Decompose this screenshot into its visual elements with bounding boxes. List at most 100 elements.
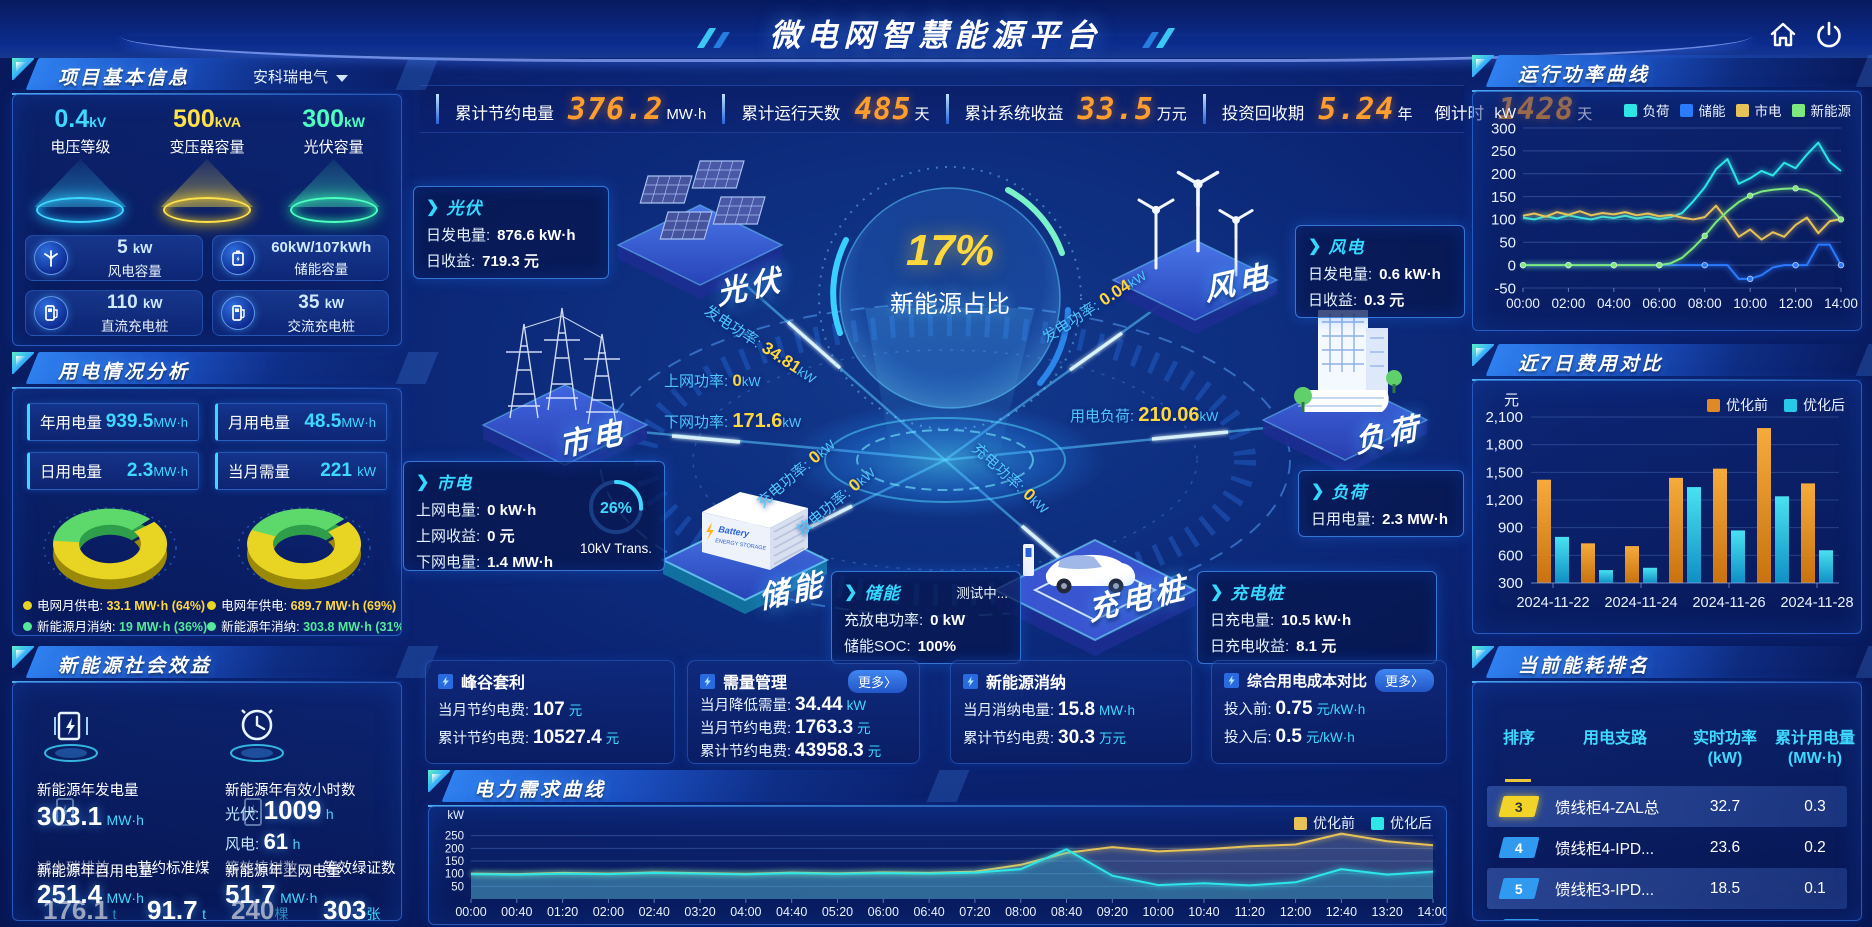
bolt-icon [700,673,715,689]
header-curve-decoration [120,36,1752,62]
svg-text:04:00: 04:00 [1597,296,1631,311]
panel-corner-icon [12,58,34,80]
dc-charger-icon [34,296,68,330]
svg-text:2024-11-24: 2024-11-24 [1604,595,1677,611]
microgrid-diagram: Battery ENERGY STORAGE [481,160,1429,656]
svg-text:10:00: 10:00 [1143,905,1174,919]
pv-info-card: ❯ 光伏 日发电量: 876.6 kW·h 日收益: 719.3 元 [413,186,609,279]
kpi-divider [722,94,726,124]
chevron-icon: ❯ [1210,583,1223,601]
wind-info-card: ❯ 风电 日发电量: 0.6 kW·h 日收益: 0.3 元 [1295,225,1465,318]
bolt-icon [963,673,978,689]
hatch-ring [634,314,1256,606]
legend-swatch-icon [1791,103,1805,117]
svg-text:04:40: 04:40 [776,905,807,919]
svg-text:1,800: 1,800 [1485,437,1523,454]
svg-text:900: 900 [1498,520,1523,537]
ranking-row[interactable]: 3 馈线柜4-ZAL总 32.7 0.3 [1487,786,1847,827]
panel-corner-icon [1472,646,1494,668]
spot-transformer-capacity: 500kVA 变压器容量 [149,105,265,223]
svg-text:02:40: 02:40 [639,905,670,919]
header-bar: 微电网智慧能源平台 [0,0,1872,62]
ranking-table: 排序 用电支路 实时功率 (kW) 累计用电量 (MW·h) 3 馈线柜4-ZAL总… [1487,729,1855,920]
legend-swatch-icon [1623,103,1637,117]
wind-turbines-icon [1137,170,1254,277]
legend-item[interactable]: 储能 [1679,100,1726,120]
more-button[interactable]: 更多〉 [847,669,907,693]
legend-item[interactable]: 新能源 [1791,100,1851,120]
svg-text:02:00: 02:00 [593,905,624,919]
rank-badge: 6 [1498,919,1540,920]
load-info-card: ❯ 负荷 日用电量: 2.3 MW·h [1298,470,1464,537]
legend-item[interactable]: 优化前 [1707,395,1768,415]
ranking-row[interactable]: 6 馈线柜6-IPD 22.7 0.1 [1487,909,1847,920]
panel-renewable-benefits: 新能源社会效益 新能源年发电量 新能源年有效小时数 303.1 MW·h 光伏:… [12,646,403,921]
more-button[interactable]: 更多〉 [1374,669,1434,692]
legend-item[interactable]: 负荷 [1623,100,1670,120]
cost-legend: 优化前 优化后 [1707,395,1845,415]
legend-item[interactable]: 优化前 [1294,813,1355,833]
renewable-share-value: 17% [905,226,995,275]
sphere-arc [830,237,849,336]
demand-legend: 优化前 优化后 [1294,813,1432,833]
dashed-ring-outer [599,303,1291,617]
donut-chart-year [237,507,371,590]
legend-swatch-icon [1371,816,1384,830]
svg-text:04:00: 04:00 [730,905,761,919]
card-dc-charger: 110 kW 直流充电桩 [25,290,203,336]
bolt-icon [438,673,453,689]
benefit-value-feed-in: 51.7 MW·h [225,879,318,909]
svg-text:00:00: 00:00 [455,905,486,919]
power-curve-chart: 300 250 200 150 100 50 0 -50 kW 00:00 02:00 04:00 06… [1491,105,1858,311]
svg-text:150: 150 [1491,189,1516,206]
chevron-icon: ❯ [1311,482,1324,500]
ranking-row[interactable]: 5 馈线柜3-IPD... 18.5 0.1 [1487,868,1847,909]
benefit-value-self-use: 251.4 MW·h [37,879,144,909]
panel-title: 项目基本信息 [58,68,191,89]
ghost-battery-icon [43,791,87,840]
kpi-divider [945,94,949,124]
benefit-label: 等效绿证数 [323,861,396,877]
spot-pv-capacity: 300kW 光伏容量 [276,105,392,223]
charger-info-card: ❯ 充电桩 日充电量: 10.5 kW·h 日充电收益: 8.1 元 [1197,571,1437,664]
benefit-label-ghost: 等效植树数 [225,861,298,877]
legend-item[interactable]: 优化后 [1371,813,1432,833]
svg-text:2024-11-26: 2024-11-26 [1692,595,1765,611]
svg-text:12:40: 12:40 [1326,905,1357,919]
svg-text:100: 100 [445,869,464,881]
ac-charger-icon [220,296,255,330]
storage-status-badge: 测试中... [956,585,1008,601]
home-icon[interactable] [1766,18,1800,52]
panel-power-curve: 运行功率曲线 负荷 储能 市电 新能源 300 250 200 150 100 50 0 -50 kW… [1472,55,1863,331]
kpi-divider [436,94,439,124]
kpi-countdown: 倒计时1428天 [1434,92,1593,127]
benefit-value-pv-hours: 光伏: 1009 h [225,795,334,825]
svg-text:150: 150 [445,856,464,868]
svg-text:300: 300 [1491,120,1516,137]
benefit-value-trees: 240棵 [231,895,289,921]
ranking-row[interactable]: 4 馈线柜4-IPD... 23.6 0.2 [1487,827,1847,868]
ev-car-icon [1023,544,1136,594]
panel-title: 当前能耗排名 [1518,656,1651,677]
benefit-label: 节约标准煤 [137,861,210,877]
legend-item[interactable]: 市电 [1735,100,1782,120]
card-wind-capacity: 5 kW 风电容量 [25,235,203,281]
company-dropdown[interactable]: 安科瑞电气 [253,66,348,87]
svg-text:01:20: 01:20 [547,905,578,919]
battery-container-icon: Battery ENERGY STORAGE [702,492,808,570]
svg-text:05:20: 05:20 [822,905,853,919]
wind-island [1111,170,1279,334]
kpi-running-days: 累计运行天数 485 天 [741,91,930,127]
ev-station-icon [39,701,103,770]
svg-text:00:00: 00:00 [1506,296,1540,311]
storage-island: Battery ENERGY STORAGE [660,492,830,614]
panel-project-header: 项目基本信息 安科瑞电气 [12,58,403,95]
title-slashes-left-icon [696,20,730,56]
power-icon[interactable] [1812,18,1846,52]
legend-item[interactable]: 优化后 [1784,395,1845,415]
flow-load-power: 用电负荷: 210.06kW [1070,404,1219,426]
svg-text:11:20: 11:20 [1235,905,1265,919]
legend-swatch-icon [1784,398,1797,412]
panel-energy-ranking: 当前能耗排名 排序 用电支路 实时功率 (kW) 累计用电量 (MW·h) 3 馈线… [1472,646,1863,921]
